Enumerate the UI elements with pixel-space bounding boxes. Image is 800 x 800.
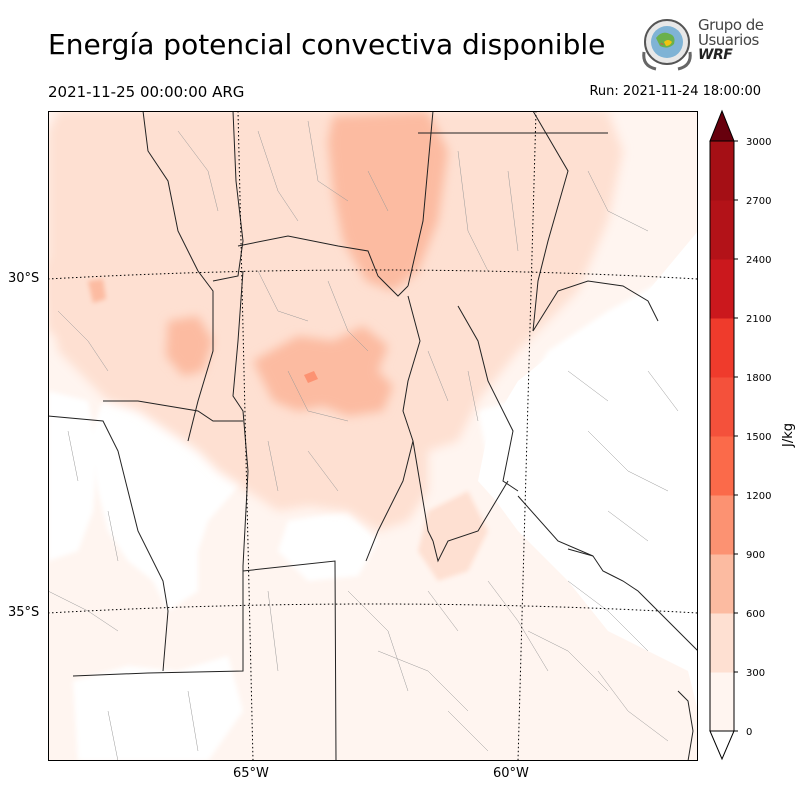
cape-field xyxy=(48,111,698,761)
border-corrientes-uruguay xyxy=(532,280,659,332)
graticule xyxy=(48,111,698,761)
border-cordoba-santafe xyxy=(365,295,421,562)
border-lapampa xyxy=(72,566,244,677)
globe-logo-icon xyxy=(642,19,692,71)
colorbar-band-6 xyxy=(710,318,734,378)
dept-lines-west xyxy=(48,310,119,632)
lon-label-60w: 60°W xyxy=(493,766,529,781)
colorbar-band-8 xyxy=(710,200,734,260)
border-lapampa-ba xyxy=(242,560,337,761)
colorbar-tick-label: 1800 xyxy=(746,373,771,384)
border-sanluis-mendoza xyxy=(103,400,243,422)
colorbar-band-2 xyxy=(710,554,734,614)
cape-band-600-900-west xyxy=(166,316,213,376)
map-frame xyxy=(48,111,698,761)
colorbar-band-7 xyxy=(710,259,734,319)
dept-lines-center xyxy=(257,270,479,492)
cape-map[interactable] xyxy=(48,111,698,761)
graticule-60w xyxy=(517,111,537,761)
colorbar-bands xyxy=(709,109,735,761)
colorbar-band-0 xyxy=(710,672,734,732)
cape-band-900-1200-spot xyxy=(304,371,318,383)
lon-label-65w: 65°W xyxy=(233,766,269,781)
colorbar-tick-label: 0 xyxy=(746,727,752,738)
border-entrerios-corrientes xyxy=(457,305,519,492)
colorbar-band-5 xyxy=(710,377,734,437)
wrf-logo: Grupo de Usuarios WRF xyxy=(638,16,768,72)
dept-lines-east xyxy=(567,370,679,542)
province-borders xyxy=(48,111,659,761)
cape-white-center xyxy=(278,511,378,581)
department-borders xyxy=(48,120,679,761)
valid-time-label: 2021-11-25 00:00:00 ARG xyxy=(48,83,245,101)
border-mesopotamia-north xyxy=(532,111,569,332)
border-catamarca-larioja xyxy=(142,111,214,442)
cape-band-600-900-center xyxy=(253,326,393,416)
colorbar-tick-label: 2100 xyxy=(746,314,771,325)
page-title: Energía potencial convectiva disponible xyxy=(48,28,606,61)
colorbar-under-triangle xyxy=(709,730,735,761)
dept-lines-north xyxy=(177,120,649,272)
border-santiago-cordoba xyxy=(237,235,409,297)
logo-text: Grupo de Usuarios WRF xyxy=(698,18,764,63)
logo-line-1: Grupo de xyxy=(698,16,764,34)
coastline-south xyxy=(677,690,694,761)
colorbar-tick-label: 300 xyxy=(746,668,765,679)
colorbar-tick-label: 600 xyxy=(746,609,765,620)
colorbar-tick-label: 2700 xyxy=(746,196,771,207)
colorbar-tick-label: 3000 xyxy=(746,137,771,148)
cape-band-600-900-west-2 xyxy=(88,279,106,303)
border-santiago-santafe xyxy=(407,111,434,287)
colorbar-unit-label: J/kg xyxy=(781,423,796,448)
border-cordoba-west xyxy=(212,111,244,282)
colorbar-band-9 xyxy=(710,141,734,201)
colorbar-over-triangle xyxy=(709,109,735,142)
cape-band-600-900-north xyxy=(328,111,448,291)
run-time-label: Run: 2021-11-24 18:00:00 xyxy=(589,84,761,99)
cape-white-south xyxy=(73,656,243,761)
border-santafe-buenosaires xyxy=(432,480,509,563)
border-mendoza-south xyxy=(48,415,169,672)
graticule-30s xyxy=(48,269,698,280)
logo-line-3: WRF xyxy=(698,47,733,63)
colorbar-band-4 xyxy=(710,436,734,496)
border-sanluis-cordoba xyxy=(232,270,249,567)
lat-label-30s: 30°S xyxy=(8,271,40,286)
logo-line-2: Usuarios xyxy=(698,31,759,49)
colorbar-band-3 xyxy=(710,495,734,555)
colorbar-tick-label: 900 xyxy=(746,550,765,561)
colorbar-tick-label: 1200 xyxy=(746,491,771,502)
graticule-35s xyxy=(48,603,698,614)
colorbar-tick-label: 1500 xyxy=(746,432,771,443)
coastline xyxy=(567,548,698,652)
cape-white-east xyxy=(493,261,698,591)
graticule-65w xyxy=(237,111,254,761)
colorbar-band-1 xyxy=(710,613,734,673)
lat-label-35s: 35°S xyxy=(8,605,40,620)
colorbar-ticks: 0 300 600 900 1200 1500 1800 2100 2400 2700 3000 xyxy=(734,137,771,738)
dept-lines-south xyxy=(107,580,669,761)
border-santafe-entrerios xyxy=(412,440,434,542)
cape-white-west-2 xyxy=(48,391,98,561)
cape-band-300-600-south xyxy=(418,491,488,581)
border-uruguay-river xyxy=(517,495,594,557)
colorbar-tick-label: 2400 xyxy=(746,255,771,266)
colorbar: 0 300 600 900 1200 1500 1800 2100 2400 2700 3000 J… xyxy=(709,109,796,761)
